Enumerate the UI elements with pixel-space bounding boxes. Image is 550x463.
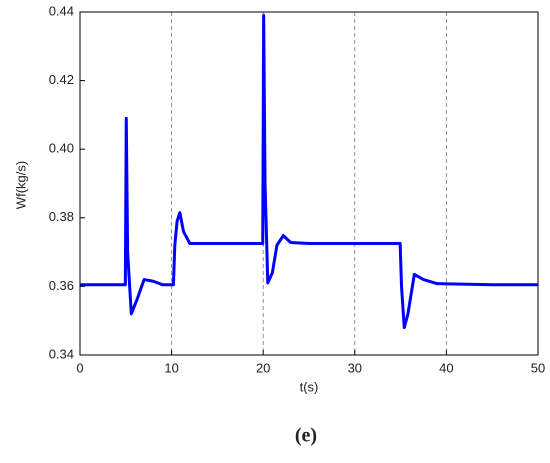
- plot-frame: [79, 11, 539, 356]
- x-tick-label: 40: [439, 360, 453, 375]
- y-tick-label: 0.34: [49, 346, 74, 361]
- x-axis-label: t(s): [300, 379, 319, 394]
- y-tick-label: 0.36: [49, 278, 74, 293]
- y-tick-label: 0.42: [49, 72, 74, 87]
- y-tick-label: 0.38: [49, 209, 74, 224]
- data-line: [80, 13, 538, 330]
- y-tick-label: 0.40: [49, 141, 74, 156]
- x-tick-label: 10: [164, 360, 178, 375]
- y-axis-label: Wf(kg/s): [13, 161, 28, 209]
- caption: (e): [295, 425, 317, 447]
- x-tick-label: 50: [531, 360, 545, 375]
- y-tick-label: 0.44: [49, 3, 74, 18]
- x-tick-label: 0: [76, 360, 83, 375]
- x-tick-label: 20: [256, 360, 270, 375]
- x-tick-label: 30: [348, 360, 362, 375]
